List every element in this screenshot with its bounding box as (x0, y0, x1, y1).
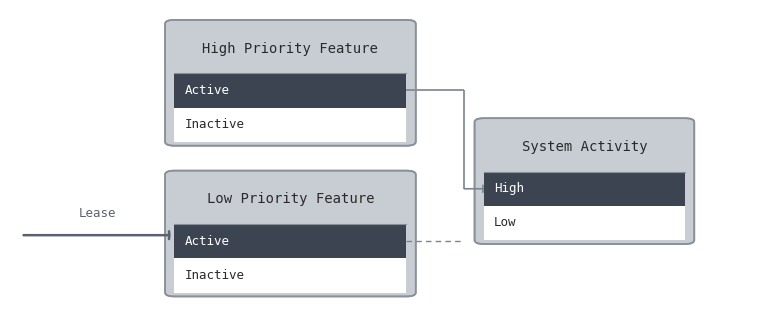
Bar (174, 108, 407, 142)
Text: Low Priority Feature: Low Priority Feature (206, 192, 374, 206)
Bar (174, 73, 407, 108)
Text: System Activity: System Activity (522, 140, 647, 154)
Text: High: High (494, 182, 524, 195)
Text: Active: Active (185, 235, 229, 248)
Bar (484, 172, 685, 206)
FancyBboxPatch shape (165, 20, 416, 146)
Text: Inactive: Inactive (185, 269, 245, 282)
Text: Inactive: Inactive (185, 118, 245, 131)
Bar (174, 258, 407, 293)
Text: High Priority Feature: High Priority Feature (203, 42, 378, 55)
Text: Active: Active (185, 84, 229, 97)
Text: Lease: Lease (78, 207, 116, 220)
FancyBboxPatch shape (475, 118, 694, 244)
Bar (174, 224, 407, 258)
FancyBboxPatch shape (165, 171, 416, 296)
Bar (484, 206, 685, 240)
Text: Low: Low (494, 216, 516, 229)
